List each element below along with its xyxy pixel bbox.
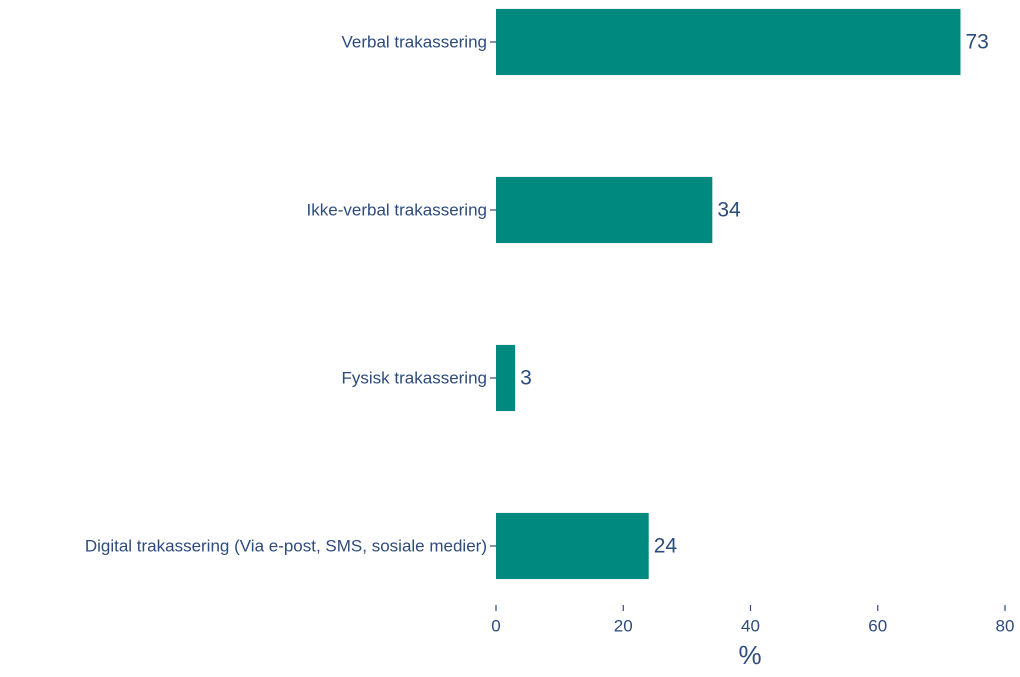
- bar: [496, 176, 713, 244]
- y-tick-label: Digital trakassering (Via e-post, SMS, s…: [85, 536, 487, 555]
- data-label: 73: [965, 31, 988, 54]
- x-tick-label: 20: [614, 616, 633, 635]
- x-tick-label: 40: [741, 616, 760, 635]
- x-axis-title: %: [738, 640, 761, 670]
- y-tick-label: Verbal trakassering: [341, 32, 487, 51]
- data-label: 3: [520, 367, 532, 390]
- x-tick-label: 0: [491, 616, 500, 635]
- x-tick-label: 80: [996, 616, 1015, 635]
- y-tick-label: Ikke-verbal trakassering: [307, 200, 487, 219]
- bar: [496, 8, 961, 76]
- bar: [496, 344, 516, 412]
- data-label: 34: [717, 199, 741, 222]
- data-label: 24: [654, 535, 678, 558]
- bar: [496, 512, 649, 580]
- y-tick-label: Fysisk trakassering: [342, 368, 487, 387]
- x-tick-label: 60: [868, 616, 887, 635]
